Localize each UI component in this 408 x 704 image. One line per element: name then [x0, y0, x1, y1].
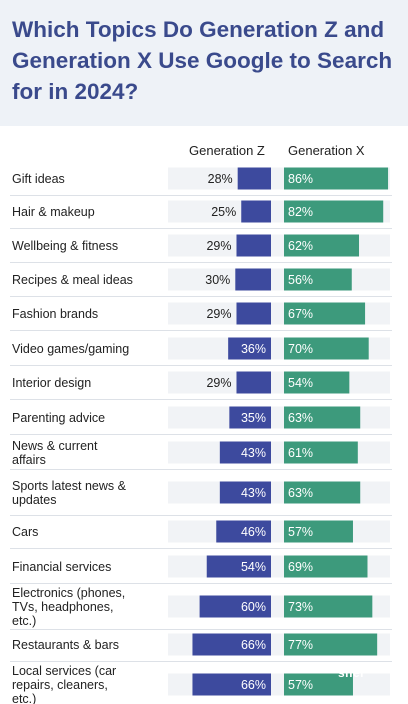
- bar-generation-z: [236, 371, 271, 394]
- category-label: Cars: [12, 525, 38, 539]
- bar-generation-x: [284, 234, 360, 257]
- category-label: Gift ideas: [12, 172, 65, 186]
- bar-generation-z: [236, 302, 271, 325]
- row-background: [168, 371, 390, 394]
- bar-generation-x: [284, 268, 352, 291]
- category-label: Video games/gaming: [12, 342, 129, 356]
- bar-generation-x: [284, 555, 368, 578]
- value-label-generation-x: 69%: [288, 560, 313, 574]
- bar-generation-x: [284, 167, 389, 190]
- chart-row: Financial services 54% 69%: [10, 555, 392, 584]
- bar-generation-x: [284, 200, 384, 223]
- value-label-generation-x: 54%: [288, 376, 313, 390]
- chart-row: Recipes & meal ideas 30% 56%: [10, 268, 392, 297]
- category-label: Hair & makeup: [12, 205, 95, 219]
- chart-row: News & current affairs 43% 61%: [10, 439, 392, 470]
- value-label-generation-z: 43%: [241, 446, 266, 460]
- bar-generation-z: [192, 633, 271, 656]
- value-label-generation-z: 46%: [241, 525, 266, 539]
- row-background: [168, 268, 390, 291]
- bar-generation-x: [284, 633, 378, 656]
- chart-row: Electronics (phones, TVs, headphones, etc.…: [10, 586, 392, 630]
- bar-generation-z: [216, 520, 271, 543]
- value-label-generation-x: 57%: [288, 678, 313, 692]
- value-label-generation-x: 86%: [288, 172, 313, 186]
- bar-generation-x: [284, 481, 361, 504]
- category-label: Interior design: [12, 376, 91, 390]
- value-label-generation-z: 54%: [241, 560, 266, 574]
- bar-generation-x: [284, 441, 358, 464]
- chart-row: Hair & makeup 25% 82%: [10, 200, 392, 229]
- value-label-generation-z: 28%: [208, 172, 233, 186]
- value-label-generation-z: 60%: [241, 600, 266, 614]
- value-label-generation-z: 29%: [206, 376, 231, 390]
- value-label-generation-x: 56%: [288, 273, 313, 287]
- bar-generation-z: [192, 673, 271, 696]
- value-label-generation-x: 57%: [288, 525, 313, 539]
- value-label-generation-x: 63%: [288, 486, 313, 500]
- chart-row: Cars 46% 57%: [10, 520, 392, 549]
- value-label-generation-z: 35%: [241, 411, 266, 425]
- chart-row: Gift ideas 28% 86%: [10, 167, 392, 196]
- category-label: Parenting advice: [12, 411, 105, 425]
- value-label-generation-z: 29%: [206, 307, 231, 321]
- value-label-generation-x: 70%: [288, 342, 313, 356]
- chart-row: Fashion brands 29% 67%: [10, 302, 392, 331]
- bar-generation-z: [219, 481, 271, 504]
- value-label-generation-x: 77%: [288, 638, 313, 652]
- row-background: [168, 520, 390, 543]
- chart-row: Sports latest news & updates 43% 63%: [10, 479, 392, 516]
- bar-generation-x: [284, 595, 373, 618]
- value-label-generation-x: 62%: [288, 239, 313, 253]
- category-label: News & current affairs: [12, 439, 98, 467]
- value-label-generation-z: 25%: [211, 205, 236, 219]
- bar-generation-z: [237, 167, 271, 190]
- value-label-generation-x: 67%: [288, 307, 313, 321]
- category-label: Local services (car repairs, cleaners, etc…: [12, 664, 116, 704]
- category-label: Fashion brands: [12, 307, 98, 321]
- chart-header: [0, 0, 408, 126]
- value-label-generation-z: 66%: [241, 678, 266, 692]
- chart-row: Interior design 29% 54%: [10, 371, 392, 400]
- chart-row: Restaurants & bars 66% 77%: [10, 633, 392, 662]
- value-label-generation-x: 63%: [288, 411, 313, 425]
- category-label: Recipes & meal ideas: [12, 273, 133, 287]
- value-label-generation-z: 36%: [241, 342, 266, 356]
- bar-generation-x: [284, 337, 369, 360]
- legend-generation-z: Generation Z: [189, 143, 265, 158]
- category-label: Sports latest news & updates: [12, 479, 127, 507]
- value-label-generation-z: 30%: [205, 273, 230, 287]
- chart-title: Which Topics Do Generation Z and Generat…: [12, 17, 393, 104]
- value-label-generation-z: 66%: [241, 638, 266, 652]
- value-label-generation-x: 61%: [288, 446, 313, 460]
- category-label: Electronics (phones, TVs, headphones, etc.…: [12, 586, 125, 628]
- bar-generation-z: [241, 200, 271, 223]
- chart-row: Video games/gaming 36% 70%: [10, 337, 392, 366]
- value-label-generation-x: 73%: [288, 600, 313, 614]
- category-label: Financial services: [12, 560, 111, 574]
- bar-generation-z: [219, 441, 271, 464]
- chart-row: Wellbeing & fitness 29% 62%: [10, 234, 392, 263]
- bar-generation-x: [284, 520, 353, 543]
- bar-generation-z: [228, 337, 271, 360]
- chart-row: Local services (car repairs, cleaners, etc…: [12, 664, 390, 704]
- bar-generation-x: [284, 406, 361, 429]
- value-label-generation-x: 82%: [288, 205, 313, 219]
- bar-generation-x: [284, 371, 350, 394]
- category-label: Restaurants & bars: [12, 638, 119, 652]
- category-label: Wellbeing & fitness: [12, 239, 118, 253]
- bar-generation-x: [284, 302, 366, 325]
- bar-generation-z: [235, 268, 271, 291]
- value-label-generation-z: 43%: [241, 486, 266, 500]
- bar-generation-z: [236, 234, 271, 257]
- bar-generation-x: [284, 673, 353, 696]
- bar-generation-z: [199, 595, 271, 618]
- watermark: shel: [338, 666, 365, 680]
- chart-row: Parenting advice 35% 63%: [10, 406, 392, 435]
- value-label-generation-z: 29%: [206, 239, 231, 253]
- bar-generation-z: [206, 555, 271, 578]
- bar-generation-z: [229, 406, 271, 429]
- legend-generation-x: Generation X: [288, 143, 365, 158]
